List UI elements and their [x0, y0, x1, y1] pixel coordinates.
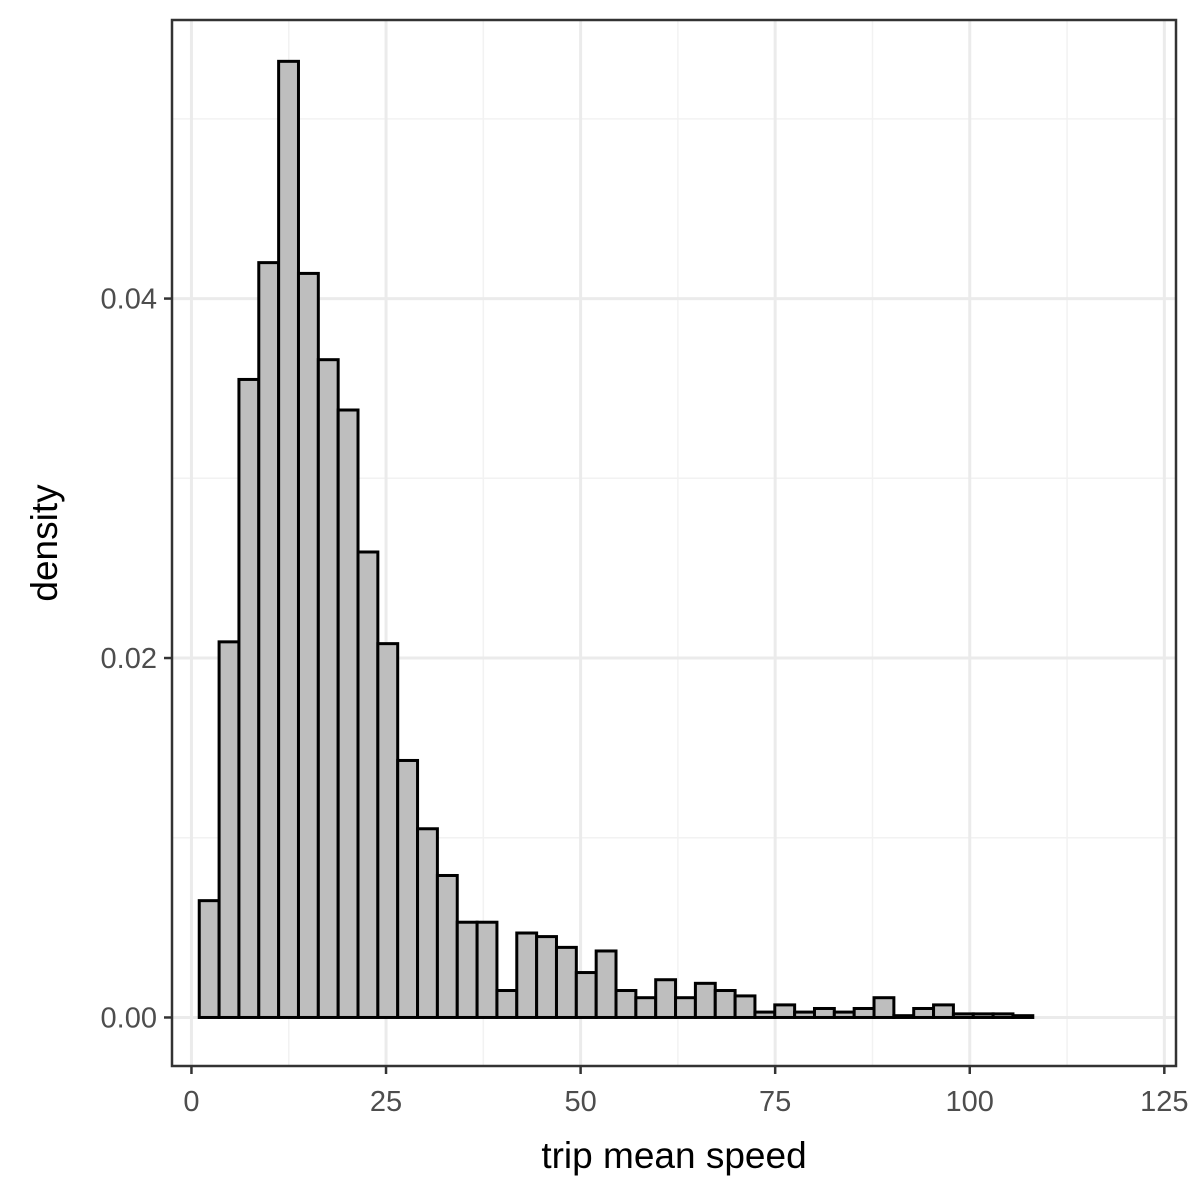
histogram-bar [951, 1012, 975, 1019]
histogram-bar [693, 981, 717, 1019]
histogram-bar [892, 1014, 916, 1019]
histogram-bar [812, 1006, 836, 1019]
y-tick-label: 0.04 [101, 284, 157, 316]
histogram-bar [614, 989, 638, 1019]
histogram-bar [396, 758, 420, 1019]
y-axis-title: density [24, 484, 65, 602]
x-tick-label: 25 [370, 1086, 402, 1118]
histogram-bar [574, 971, 598, 1019]
x-axis-ticks: 0 25 50 75 100 125 [183, 1066, 1189, 1118]
histogram-bar [912, 1006, 936, 1019]
histogram-bar [455, 920, 479, 1019]
histogram-bar [872, 996, 896, 1019]
x-tick-label: 125 [1140, 1086, 1188, 1118]
histogram-bar [733, 994, 757, 1019]
y-axis-ticks: 0.00 0.02 0.04 [101, 284, 172, 1034]
histogram-bar [971, 1012, 995, 1019]
histogram-bar [932, 1003, 955, 1019]
x-axis-title: trip mean speed [541, 1135, 806, 1176]
histogram-bar [654, 978, 678, 1019]
histogram-bar [832, 1010, 856, 1019]
histogram-bar [852, 1006, 876, 1019]
histogram-bar [435, 873, 459, 1019]
histogram-bar [773, 1003, 797, 1019]
histogram-bar [197, 899, 221, 1019]
histogram-bar [316, 358, 340, 1019]
x-tick-label: 100 [946, 1086, 994, 1118]
histogram-bar [217, 640, 241, 1019]
histogram-bar [594, 949, 618, 1019]
histogram-bar [634, 996, 658, 1019]
y-tick-label: 0.02 [101, 643, 157, 675]
histogram-bar [554, 945, 578, 1019]
histogram-bar [495, 989, 519, 1019]
histogram-bar [475, 920, 499, 1019]
x-tick-label: 50 [564, 1086, 596, 1118]
histogram-bar [793, 1010, 816, 1019]
histogram-bar [753, 1010, 777, 1019]
histogram-bar [991, 1012, 1015, 1019]
histogram-bar [257, 261, 281, 1019]
histogram-bar [416, 827, 439, 1019]
histogram-bar [713, 989, 737, 1019]
histogram-bar [237, 377, 261, 1019]
y-tick-label: 0.00 [101, 1002, 157, 1034]
x-tick-label: 75 [759, 1086, 791, 1118]
histogram-bar [535, 935, 558, 1019]
histogram-bar [674, 996, 697, 1019]
histogram-bar [277, 59, 300, 1019]
histogram-bar [515, 931, 539, 1019]
histogram-bar [1011, 1014, 1035, 1019]
histogram-bar [336, 408, 360, 1019]
histogram-bar [376, 642, 400, 1019]
histogram-bars [197, 59, 1035, 1019]
histogram-bar [356, 550, 380, 1019]
histogram-bar [296, 271, 320, 1019]
panel-border [170, 18, 1178, 1068]
x-tick-label: 0 [183, 1086, 199, 1118]
